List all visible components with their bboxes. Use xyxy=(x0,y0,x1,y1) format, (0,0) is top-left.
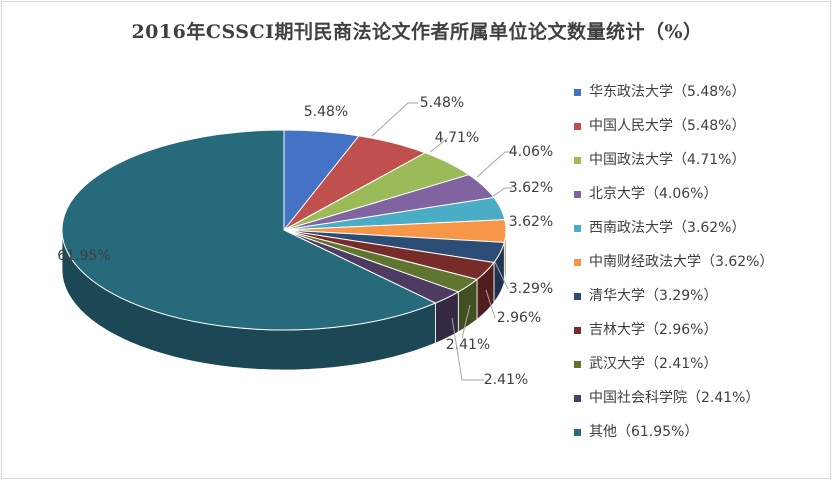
legend-swatch xyxy=(574,327,581,334)
data-label-7: 2.96% xyxy=(497,310,541,326)
legend-item-7: 吉林大学（2.96%） xyxy=(574,318,824,352)
legend-swatch xyxy=(574,259,581,266)
legend: 华东政法大学（5.48%） 中国人民大学（5.48%） 中国政法大学（4.71%） 北… xyxy=(574,80,824,454)
legend-item-3: 北京大学（4.06%） xyxy=(574,182,824,216)
data-label-10: 61.95% xyxy=(57,248,110,264)
legend-swatch xyxy=(574,361,581,368)
data-label-2: 4.71% xyxy=(435,130,479,146)
leader-line-8 xyxy=(461,304,471,339)
leader-line-3 xyxy=(476,151,512,178)
legend-item-1: 中国人民大学（5.48%） xyxy=(574,114,824,148)
leader-line-2 xyxy=(429,137,449,153)
legend-item-10: 其他（61.95%） xyxy=(574,420,824,454)
leader-line-4 xyxy=(492,187,512,197)
pie-slice-10 xyxy=(61,129,437,331)
legend-label: 西南政法大学（3.62%） xyxy=(589,220,746,236)
legend-label: 中国社会科学院（2.41%） xyxy=(589,390,760,406)
legend-label: 清华大学（3.29%） xyxy=(589,288,718,304)
data-label-5: 3.62% xyxy=(509,214,553,230)
leader-line-7 xyxy=(485,289,496,319)
chart-title: 2016年CSSCI期刊民商法论文作者所属单位论文数量统计（%） xyxy=(131,21,703,43)
legend-item-0: 华东政法大学（5.48%） xyxy=(574,80,824,114)
legend-label: 中国政法大学（4.71%） xyxy=(589,152,746,168)
data-label-6: 3.29% xyxy=(509,281,553,297)
legend-swatch xyxy=(574,225,581,232)
legend-label: 华东政法大学（5.48%） xyxy=(589,84,746,100)
legend-item-2: 中国政法大学（4.71%） xyxy=(574,148,824,182)
data-label-1: 5.48% xyxy=(420,95,464,111)
legend-swatch xyxy=(574,89,581,96)
data-label-9: 2.41% xyxy=(484,372,528,388)
data-label-3: 4.06% xyxy=(509,144,553,160)
data-label-0: 5.48% xyxy=(304,104,348,120)
legend-label: 武汉大学（2.41%） xyxy=(589,356,718,372)
legend-item-5: 中南财经政法大学（3.62%） xyxy=(574,250,824,284)
leader-line-9 xyxy=(451,317,484,381)
data-label-4: 3.62% xyxy=(509,180,553,196)
legend-item-9: 中国社会科学院（2.41%） xyxy=(574,386,824,420)
legend-swatch xyxy=(574,157,581,164)
leader-line-6 xyxy=(494,261,509,290)
data-label-8: 2.41% xyxy=(446,337,490,353)
legend-item-4: 西南政法大学（3.62%） xyxy=(574,216,824,250)
legend-label: 其他（61.95%） xyxy=(589,424,699,440)
legend-swatch xyxy=(574,429,581,436)
legend-label: 北京大学（4.06%） xyxy=(589,186,718,202)
legend-item-8: 武汉大学（2.41%） xyxy=(574,352,824,386)
legend-label: 中国人民大学（5.48%） xyxy=(589,118,746,134)
legend-item-6: 清华大学（3.29%） xyxy=(574,284,824,318)
legend-swatch xyxy=(574,191,581,198)
legend-swatch xyxy=(574,123,581,130)
legend-label: 中南财经政法大学（3.62%） xyxy=(589,254,774,270)
legend-label: 吉林大学（2.96%） xyxy=(589,322,718,338)
legend-swatch xyxy=(574,293,581,300)
leader-line-1 xyxy=(371,102,418,137)
legend-swatch xyxy=(574,395,581,402)
